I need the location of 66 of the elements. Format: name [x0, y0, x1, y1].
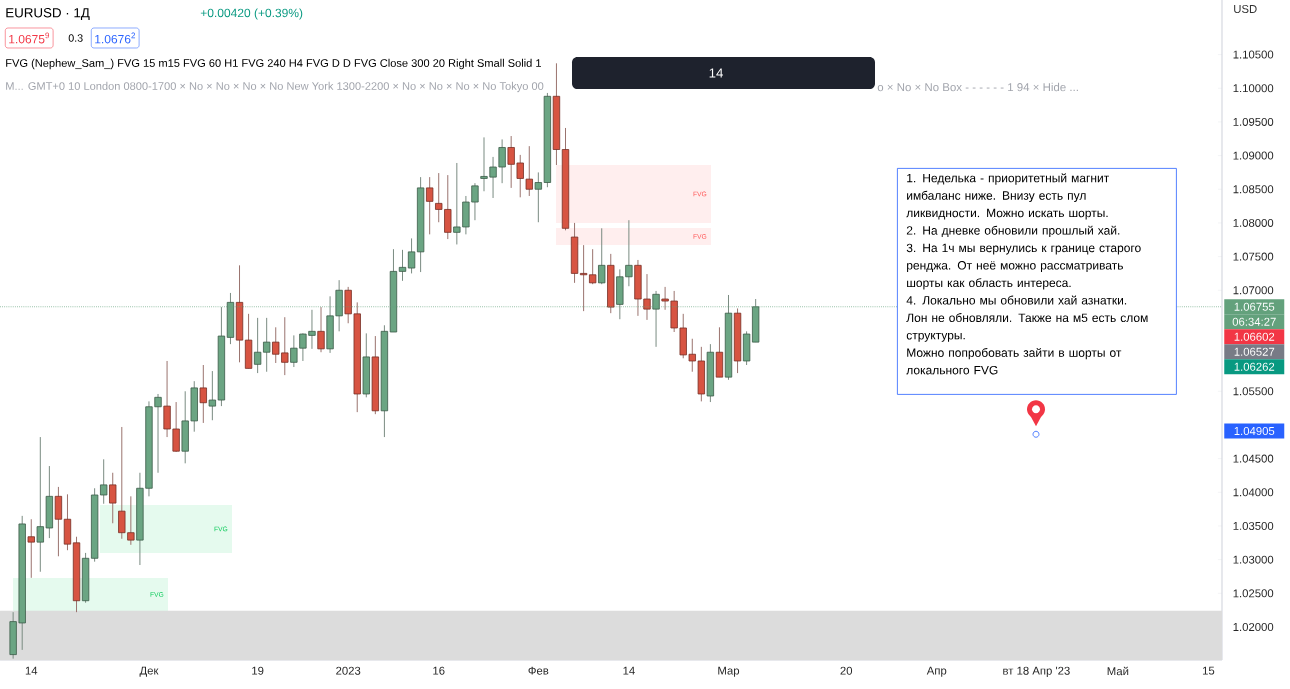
x-tick-label: Дек — [139, 666, 159, 677]
text: USD — [1234, 4, 1257, 13]
x-tick-label: 14 — [623, 666, 635, 675]
x-tick-label: Апр — [926, 666, 947, 677]
x-tick-label: 14 — [25, 666, 38, 675]
candlestick — [317, 306, 325, 353]
annotation: 4. Локально мы обновили хай азнатки. — [906, 295, 1127, 305]
y-tick-label: 1.09500 — [1233, 117, 1274, 126]
annotation: 14 — [709, 68, 724, 78]
annotation: ликвидности. Можно искать шорты. — [906, 208, 1108, 220]
annotation: имбаланс ниже. Внизу есть пул — [907, 190, 1086, 203]
annotation: M... GMT+0 10 London 0800-1700 × No × No × No × No New York 1300-2200 × No × No × No × No Tokyo 00 — [6, 81, 544, 93]
candlestick — [398, 249, 407, 282]
x-tick-label: 2023 — [336, 666, 361, 675]
annotation: 2. На дневке обновили прошлый хай. — [906, 225, 1120, 238]
annotation: Можно попробовать зайти в шорты от — [907, 347, 1122, 360]
annotation: 1. Неделька - приоритетный магнит — [907, 173, 1109, 185]
y-tick-label: 1.05500 — [1233, 387, 1274, 396]
x-tick-label: 19 — [252, 666, 264, 675]
candlestick — [208, 370, 217, 421]
candlestick — [199, 364, 207, 424]
text: 06:34:27 — [1232, 317, 1276, 326]
text: EURUSD · 1Д — [6, 8, 90, 20]
text: 1.06602 — [1234, 332, 1275, 341]
candlestick — [109, 472, 117, 524]
x-tick-label: 15 — [1202, 666, 1215, 675]
y-tick-label: 1.04000 — [1233, 488, 1274, 497]
annotation: локального FVG — [906, 365, 998, 375]
annotation: 3. На 1ч мы вернулись к границе старого — [906, 243, 1141, 255]
y-tick-label: 1.09000 — [1233, 151, 1274, 160]
text: FVG (Nephew_Sam_) FVG 15 m15 FVG 60 H1 FVG 240 H4 FVG D D FVG Close 300 20 Right Small Solid 1 — [6, 58, 541, 70]
x-tick-label: Мар — [718, 666, 740, 677]
annotation: шорты как область интереса. — [907, 278, 1071, 290]
y-tick-label: 1.03500 — [1233, 521, 1274, 530]
y-tick-label: 1.07500 — [1233, 252, 1274, 261]
x-tick-label: Фев — [528, 666, 549, 675]
text: 1.06262 — [1234, 362, 1275, 371]
y-tick-label: 1.02500 — [1233, 589, 1274, 598]
x-tick-label: вт 18 Апр '23 — [1003, 666, 1070, 677]
candlestick — [407, 237, 416, 274]
x-tick-label: 16 — [433, 666, 445, 675]
candlestick — [27, 518, 35, 579]
ref-line-label: 1.06755 — [1234, 302, 1275, 311]
y-tick-label: 1.08000 — [1233, 218, 1274, 227]
text: 1.06527 — [1234, 347, 1275, 356]
y-tick-label: 1.03000 — [1233, 555, 1274, 564]
x-tick-label: Май — [1107, 666, 1129, 676]
candlestick — [598, 227, 606, 285]
annotation: 0.3 — [68, 34, 83, 42]
y-tick-label: 1.08500 — [1233, 185, 1274, 194]
candlestick — [426, 176, 434, 235]
annotation: 1.0676$^{2}$ — [95, 32, 136, 44]
annotation: o × No × No Box - - - - - - 1 94 × Hide ... — [877, 82, 1078, 92]
y-tick-label: 1.10000 — [1233, 84, 1274, 93]
annotation: Лон не обновляли. Также на м5 есть слом — [906, 313, 1148, 323]
y-tick-label: 1.10500 — [1233, 50, 1274, 59]
annotation: +0.00420 (+0.39%) — [200, 8, 303, 20]
x-tick-label: 20 — [840, 666, 853, 675]
y-tick-label: 1.02000 — [1233, 622, 1274, 631]
annotation: ренджа. От неё можно рассматривать — [907, 261, 1123, 272]
y-tick-label: 1.04500 — [1233, 454, 1274, 463]
annotation: 1.0675$^{9}$ — [9, 32, 50, 44]
annotation: структуры. — [906, 332, 965, 342]
candlestick — [54, 486, 63, 557]
y-tick-label: 1.07000 — [1233, 286, 1274, 295]
text: 1.04905 — [1234, 426, 1275, 435]
